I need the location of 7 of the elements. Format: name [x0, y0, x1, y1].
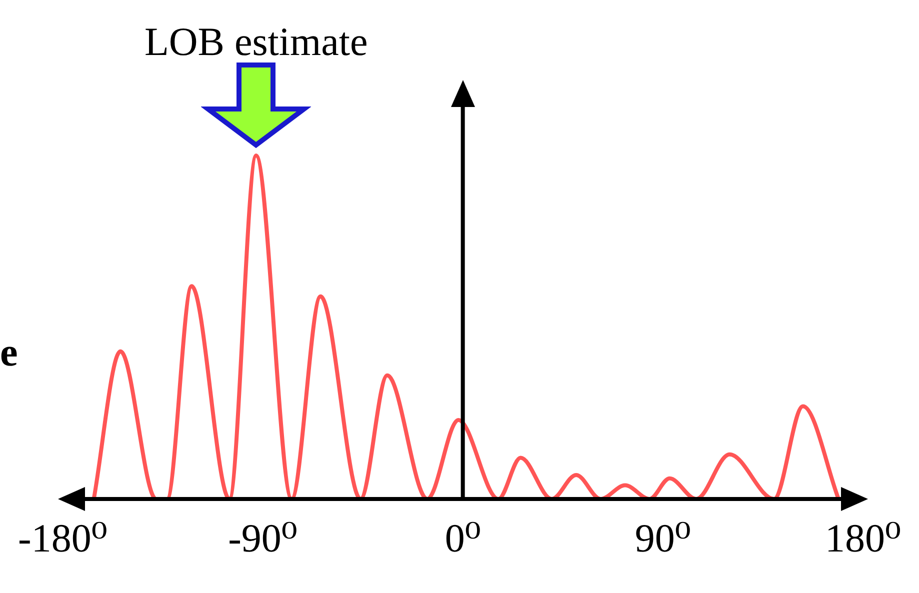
annotation: LOB estimate [144, 19, 368, 64]
x-tick-label: -90⁰ [228, 516, 298, 560]
x-tick-label: 90⁰ [634, 516, 691, 560]
y-axis-title: e [0, 329, 18, 374]
x-tick-label: -180⁰ [18, 516, 108, 560]
x-tick-label: 0⁰ [444, 516, 481, 560]
x-tick-label: 180⁰ [824, 516, 902, 560]
